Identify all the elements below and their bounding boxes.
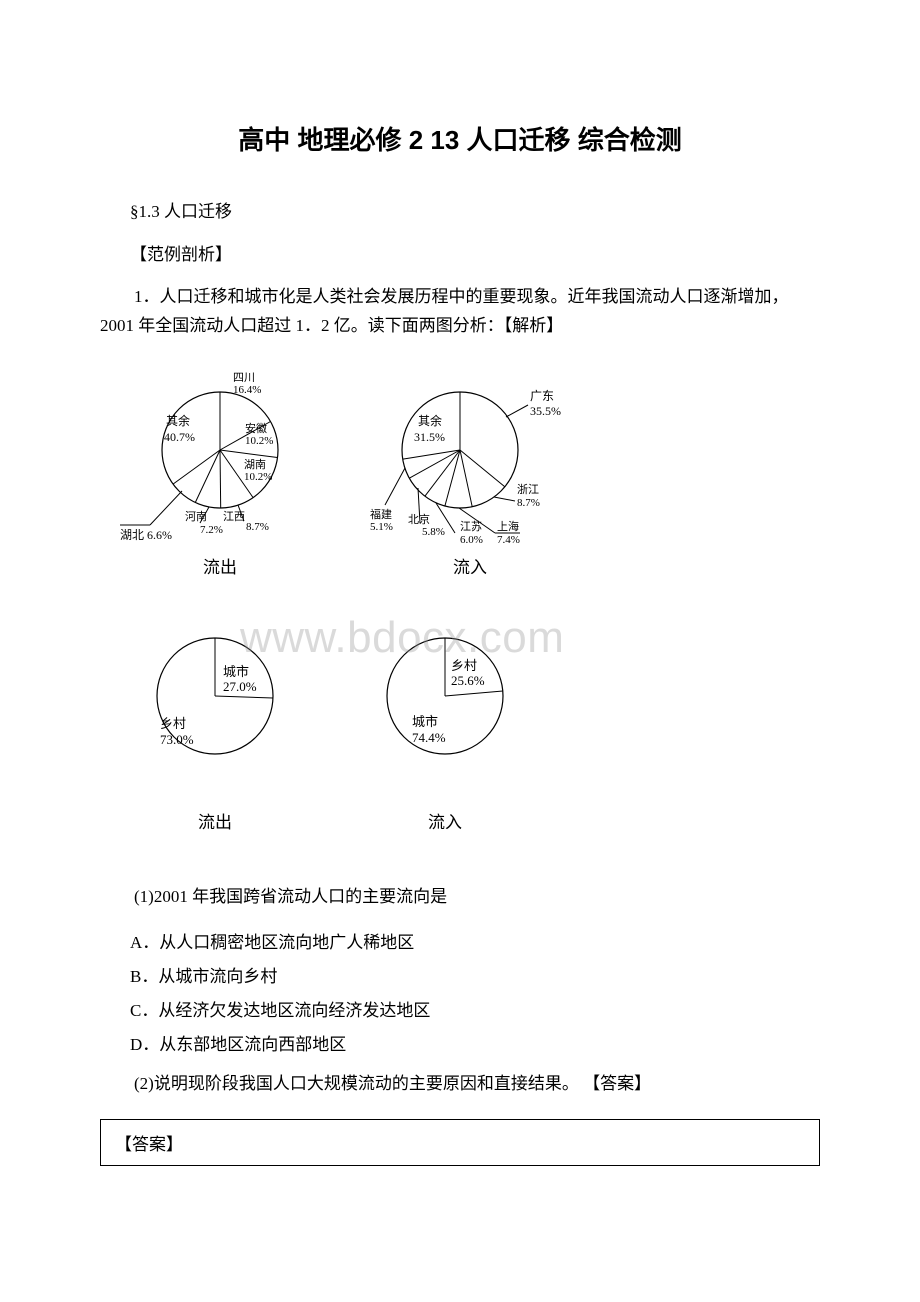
section-label: §1.3 人口迁移: [130, 197, 820, 222]
q1-1: (1)2001 年我国跨省流动人口的主要流向是: [100, 883, 820, 912]
svg-text:广东: 广东: [530, 389, 554, 403]
svg-text:湖南: 湖南: [244, 458, 266, 471]
svg-text:福建: 福建: [370, 507, 392, 521]
svg-text:74.4%: 74.4%: [412, 730, 446, 745]
svg-text:城市: 城市: [223, 664, 249, 679]
answer-label: 【答案】: [115, 1135, 183, 1154]
svg-text:35.5%: 35.5%: [530, 404, 561, 418]
svg-text:31.5%: 31.5%: [414, 430, 445, 444]
option-d: D．从东部地区流向西部地区: [130, 1028, 820, 1062]
chart-outflow-province: 四川 16.4% 安徽 10.2% 湖南 10.2% 江西 8.7% 河南 7.…: [120, 365, 320, 578]
svg-text:16.4%: 16.4%: [233, 384, 261, 396]
svg-text:河南: 河南: [185, 510, 207, 523]
example-label: 【范例剖析】: [130, 240, 820, 265]
svg-text:其余: 其余: [418, 413, 442, 428]
chart-inflow-province: 广东 35.5% 浙江 8.7% 上海 7.4% 江苏 6.0% 北京 5.8%…: [360, 365, 580, 578]
svg-text:江苏: 江苏: [460, 520, 482, 533]
doc-title: 高中 地理必修 2 13 人口迁移 综合检测: [100, 120, 820, 157]
svg-text:城市: 城市: [412, 714, 438, 729]
svg-text:6.0%: 6.0%: [460, 534, 483, 545]
svg-text:乡村: 乡村: [160, 716, 186, 731]
svg-text:湖北 6.6%: 湖北 6.6%: [120, 527, 172, 542]
svg-text:8.7%: 8.7%: [517, 497, 540, 509]
chart-outflow-urban: 城市 27.0% 乡村 73.0% 流出: [120, 618, 310, 833]
svg-text:7.4%: 7.4%: [497, 534, 520, 545]
q1-2: (2)说明现阶段我国人口大规模流动的主要原因和直接结果。 【答案】: [100, 1070, 820, 1099]
svg-text:7.2%: 7.2%: [200, 524, 223, 536]
pie-inflow-province: 广东 35.5% 浙江 8.7% 上海 7.4% 江苏 6.0% 北京 5.8%…: [360, 365, 580, 545]
svg-text:安徽: 安徽: [245, 421, 267, 435]
svg-text:北京: 北京: [408, 512, 430, 526]
svg-text:10.2%: 10.2%: [244, 471, 272, 483]
svg-text:5.1%: 5.1%: [370, 521, 393, 533]
svg-text:上海: 上海: [497, 519, 519, 533]
chart-inflow-urban: 乡村 25.6% 城市 74.4% 流入: [350, 618, 540, 833]
svg-text:25.6%: 25.6%: [451, 673, 485, 688]
answer-box: 【答案】: [100, 1119, 820, 1166]
svg-text:73.0%: 73.0%: [160, 732, 194, 747]
caption-outflow-1: 流出: [203, 553, 237, 578]
option-c: C．从经济欠发达地区流向经济发达地区: [130, 994, 820, 1028]
q1-intro: 1．人口迁移和城市化是人类社会发展历程中的重要现象。近年我国流动人口逐渐增加，2…: [100, 283, 820, 341]
svg-text:40.7%: 40.7%: [164, 430, 195, 444]
pie-inflow-urban: 乡村 25.6% 城市 74.4%: [350, 618, 540, 788]
chart-row-1: 四川 16.4% 安徽 10.2% 湖南 10.2% 江西 8.7% 河南 7.…: [120, 365, 580, 578]
svg-text:27.0%: 27.0%: [223, 679, 257, 694]
svg-text:10.2%: 10.2%: [245, 435, 273, 447]
svg-text:其余: 其余: [166, 413, 190, 428]
chart-row-2: www.bdocx.com 城市 27.0% 乡村 73.0% 流出 乡村: [120, 618, 540, 833]
option-b: B．从城市流向乡村: [130, 960, 820, 994]
pie-outflow-urban: 城市 27.0% 乡村 73.0%: [120, 618, 310, 788]
pie-outflow-province: 四川 16.4% 安徽 10.2% 湖南 10.2% 江西 8.7% 河南 7.…: [120, 365, 320, 545]
charts-area: 四川 16.4% 安徽 10.2% 湖南 10.2% 江西 8.7% 河南 7.…: [100, 365, 820, 843]
svg-text:5.8%: 5.8%: [422, 526, 445, 538]
caption-inflow-2: 流入: [428, 808, 462, 833]
caption-inflow-1: 流入: [453, 553, 487, 578]
svg-text:江西: 江西: [223, 510, 245, 523]
options: A．从人口稠密地区流向地广人稀地区 B．从城市流向乡村 C．从经济欠发达地区流向…: [130, 926, 820, 1062]
svg-text:浙江: 浙江: [517, 483, 539, 496]
option-a: A．从人口稠密地区流向地广人稀地区: [130, 926, 820, 960]
caption-outflow-2: 流出: [198, 808, 232, 833]
svg-text:8.7%: 8.7%: [246, 521, 269, 533]
lbl-sichuan: 四川: [233, 372, 255, 384]
svg-text:乡村: 乡村: [451, 658, 477, 673]
